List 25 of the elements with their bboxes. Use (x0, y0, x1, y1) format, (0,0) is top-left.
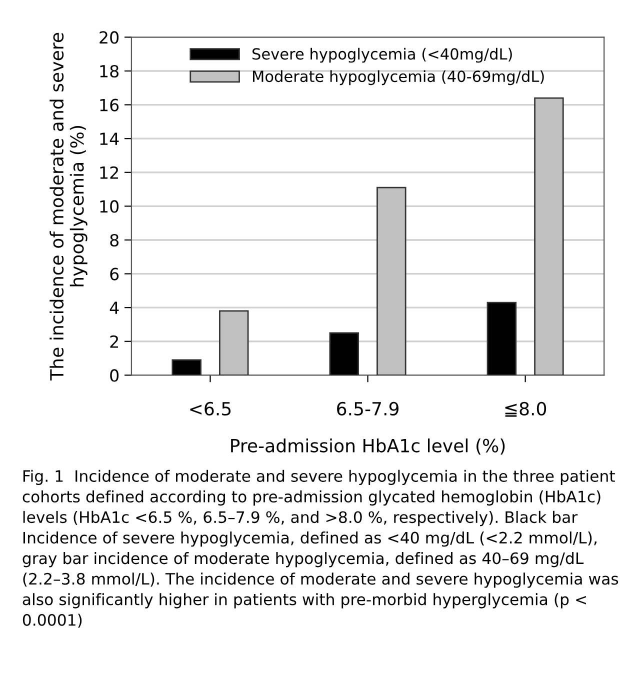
bar (329, 332, 360, 376)
legend-label: Moderate hypoglycemia (40-69mg/dL) (252, 70, 544, 86)
y-tick-label: 20 (100, 31, 119, 44)
bar (218, 310, 249, 376)
y-axis-title: The incidence of moderate and severe hypoglycemia (%) (50, 32, 88, 380)
bar (534, 97, 564, 376)
y-tick-label: 8 (110, 234, 119, 247)
y-tick-label: 4 (110, 302, 119, 314)
y-tick-label: 16 (100, 98, 119, 112)
y-tick-label: 18 (100, 64, 119, 78)
bar (172, 359, 202, 376)
x-tick-label: 6.5-7.9 (337, 402, 398, 416)
y-tick-label: 10 (100, 200, 119, 213)
y-tick-label: 14 (100, 132, 119, 145)
bar (486, 302, 517, 376)
legend-label: Severe hypoglycemia (<40mg/dL) (252, 48, 512, 63)
bar (376, 186, 406, 376)
x-tick-label: ≦8.0 (505, 402, 546, 417)
y-tick-label: 12 (100, 166, 118, 179)
y-tick-label: 0 (110, 369, 119, 382)
x-tick-label: <6.5 (190, 402, 231, 416)
caption: Fig. 1 Incidence of moderate and severe hypoglycemia in the three patient cohorts defined according to pre-admission glycated hemoglobin (HbA1c) levels (HbA1c <6.5 %, 6.5–7.9 %, and >8.0 %, respectively). Black bar Incidence of severe hypoglycemia, defined as <40 mg/dL (<2.2 mmol/L), gray bar incidence of moderate hypoglycemia, defined as 40–69 mg/dL (2.2–3.8 mmol/L). The incidence of moderate and severe hypoglycemia was also significantly higher in patients with pre-morbid hyperglycemia (p < 0.0001) (22, 470, 618, 628)
y-tick-label: 6 (110, 268, 119, 280)
y-tick-label: 2 (110, 335, 118, 348)
x-axis-title: Pre-admission HbA1c level (%) (231, 438, 505, 455)
